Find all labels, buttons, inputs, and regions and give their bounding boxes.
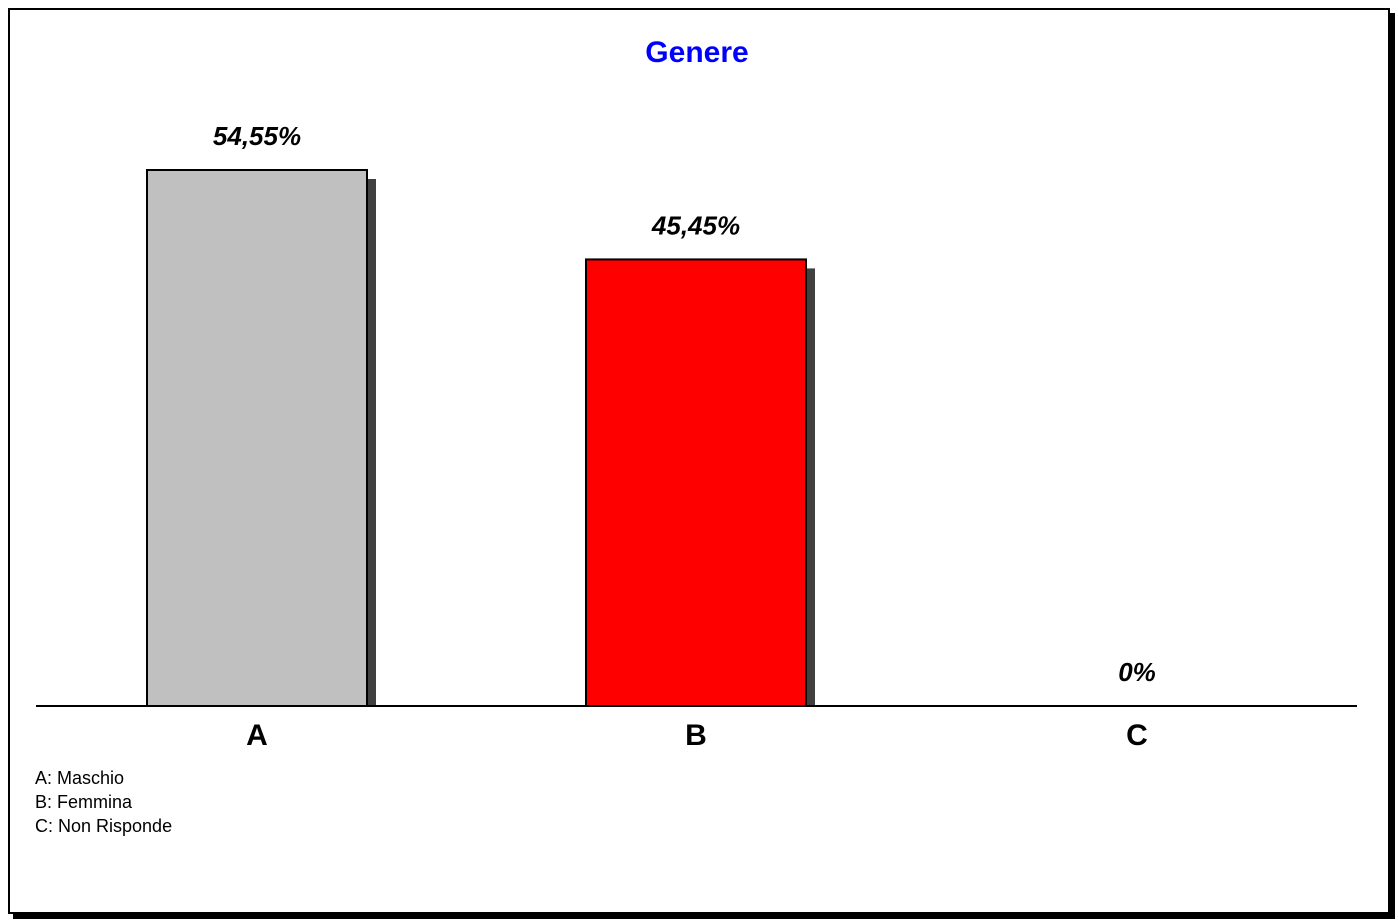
value-label-a: 54,55% bbox=[213, 121, 301, 151]
bars-layer bbox=[146, 169, 815, 707]
bar-b bbox=[585, 258, 807, 707]
category-label-b: B bbox=[685, 719, 707, 752]
bar-a bbox=[146, 169, 368, 707]
category-label-c: C bbox=[1126, 719, 1148, 752]
labels-layer: 54,55% A 45,45% B 0% C bbox=[213, 121, 1156, 752]
value-label-c: 0% bbox=[1118, 657, 1156, 687]
legend-entry-a: A: Maschio bbox=[35, 768, 125, 788]
category-legend: A: Maschio B: Femmina C: Non Risponde bbox=[35, 766, 172, 838]
category-label-a: A bbox=[246, 719, 268, 752]
value-label-b: 45,45% bbox=[651, 210, 740, 240]
chart-title: Genere bbox=[645, 36, 748, 69]
legend-entry-c: C: Non Risponde bbox=[35, 816, 173, 836]
legend-entry-b: B: Femmina bbox=[35, 792, 133, 812]
